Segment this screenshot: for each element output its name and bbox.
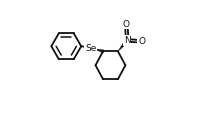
Text: Se: Se (85, 44, 97, 53)
Text: O: O (123, 20, 130, 29)
Text: O: O (138, 37, 145, 46)
Text: N: N (124, 36, 130, 45)
Polygon shape (118, 39, 129, 51)
